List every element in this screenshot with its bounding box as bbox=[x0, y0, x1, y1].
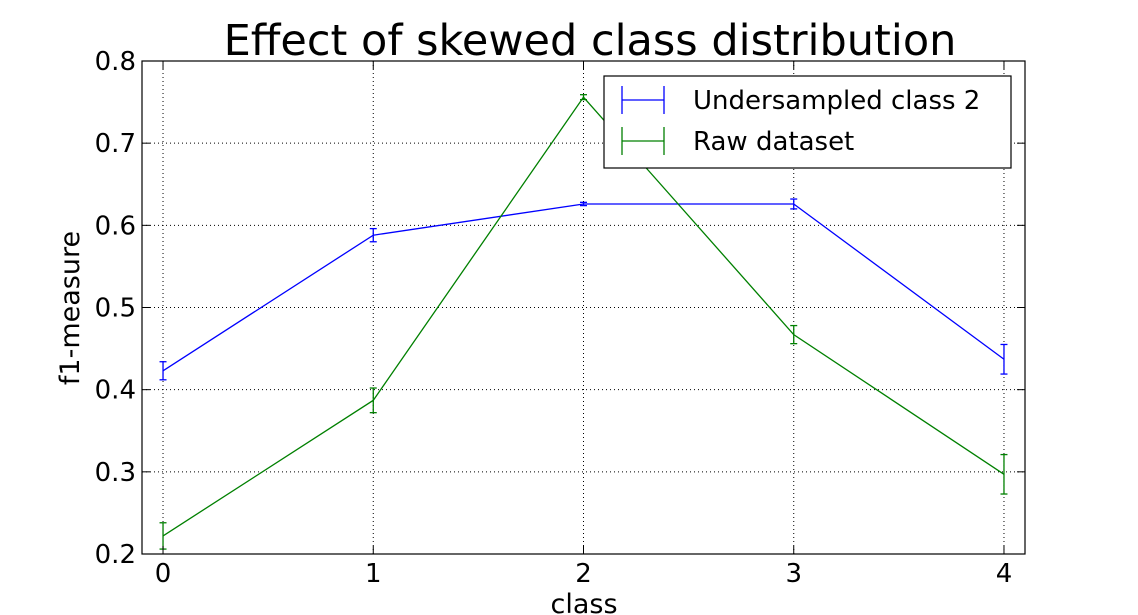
x-tick-label: 1 bbox=[365, 559, 382, 589]
y-tick-label: 0.5 bbox=[95, 294, 136, 324]
x-tick-label: 0 bbox=[155, 559, 172, 589]
y-tick-label: 0.2 bbox=[95, 540, 136, 570]
y-tick-label: 0.4 bbox=[95, 376, 136, 406]
legend: Undersampled class 2 Raw dataset bbox=[603, 75, 1012, 169]
y-tick-label: 0.8 bbox=[95, 47, 136, 77]
x-tick-label: 3 bbox=[785, 559, 802, 589]
y-axis-label: f1-measure bbox=[55, 231, 86, 385]
legend-entries: Undersampled class 2 Raw dataset bbox=[621, 86, 980, 157]
legend-label: Raw dataset bbox=[693, 127, 854, 157]
x-axis-label: class bbox=[550, 589, 617, 615]
y-tick-label: 0.7 bbox=[95, 129, 136, 159]
x-tick-label: 2 bbox=[575, 559, 592, 589]
legend-label: Undersampled class 2 bbox=[693, 86, 980, 116]
y-tick-label: 0.3 bbox=[95, 458, 136, 488]
ticks-layer: 0 1 2 3 4 0.2 0.3 0.4 0.5 0.6 0.7 0.8 bbox=[95, 47, 1025, 589]
series-layer bbox=[159, 94, 1008, 550]
chart-title: Effect of skewed class distribution bbox=[224, 16, 957, 66]
y-tick-label: 0.6 bbox=[95, 211, 136, 241]
x-tick-label: 4 bbox=[996, 559, 1013, 589]
legend-box bbox=[603, 75, 1012, 169]
